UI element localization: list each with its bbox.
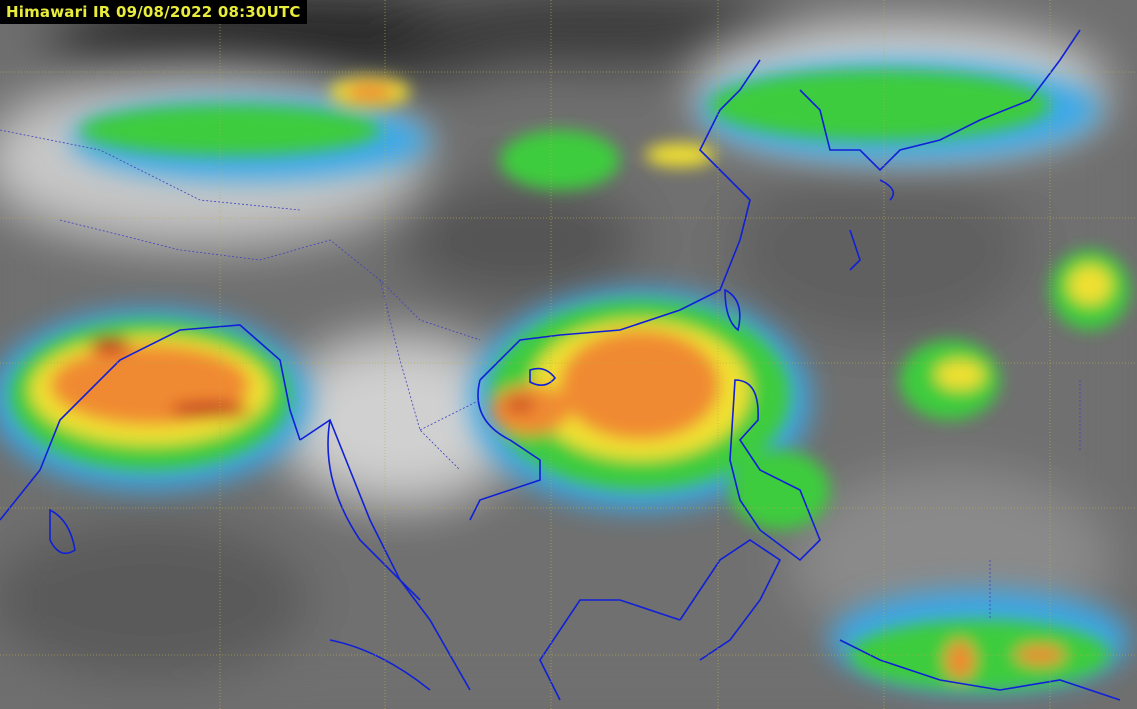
image-title: Himawari IR 09/08/2022 08:30UTC — [0, 0, 307, 24]
convective-cloud-layer — [0, 60, 1130, 690]
coastlines — [0, 29, 1121, 701]
country-borders — [0, 129, 1081, 620]
